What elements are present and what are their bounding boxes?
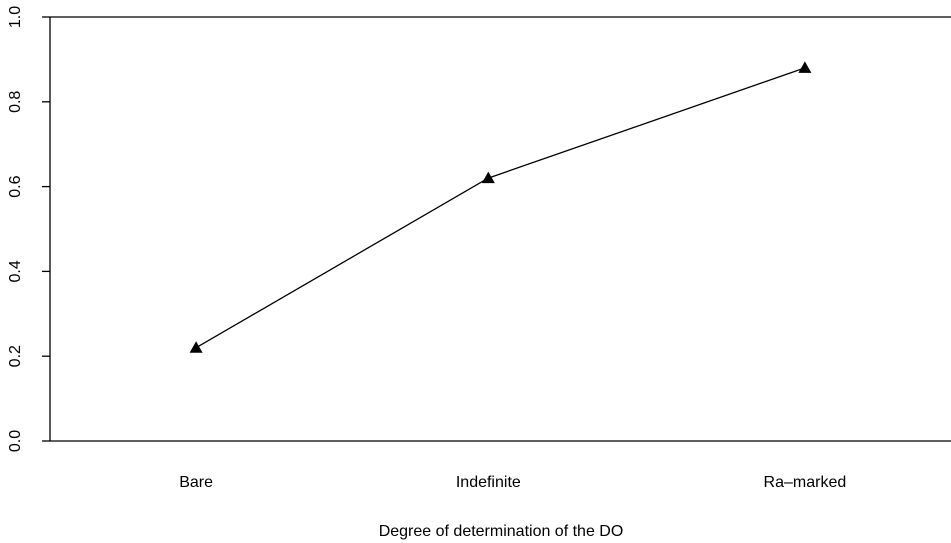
data-series: [189, 61, 812, 353]
x-tick-label: Ra–marked: [764, 474, 847, 491]
y-axis-ticks: 0.0 0.2 0.4 0.6 0.8 1.0: [7, 6, 50, 452]
y-tick-label: 1.0: [7, 6, 24, 28]
triangle-marker: [189, 341, 203, 353]
x-tick-label: Bare: [179, 474, 213, 491]
x-axis-tick-labels: Bare Indefinite Ra–marked: [179, 474, 846, 491]
y-tick-label: 0.4: [7, 260, 24, 282]
y-tick-label: 0.8: [7, 91, 24, 113]
series-line: [195, 67, 806, 349]
triangle-marker: [798, 61, 812, 73]
plot-area: [49, 16, 951, 442]
y-tick-label: 0.0: [7, 430, 24, 452]
triangle-marker: [481, 171, 495, 184]
x-axis-title: Degree of determination of the DO: [379, 523, 624, 540]
y-tick-label: 0.6: [7, 175, 24, 197]
x-tick-label: Indefinite: [456, 474, 521, 491]
y-tick-label: 0.2: [7, 345, 24, 367]
